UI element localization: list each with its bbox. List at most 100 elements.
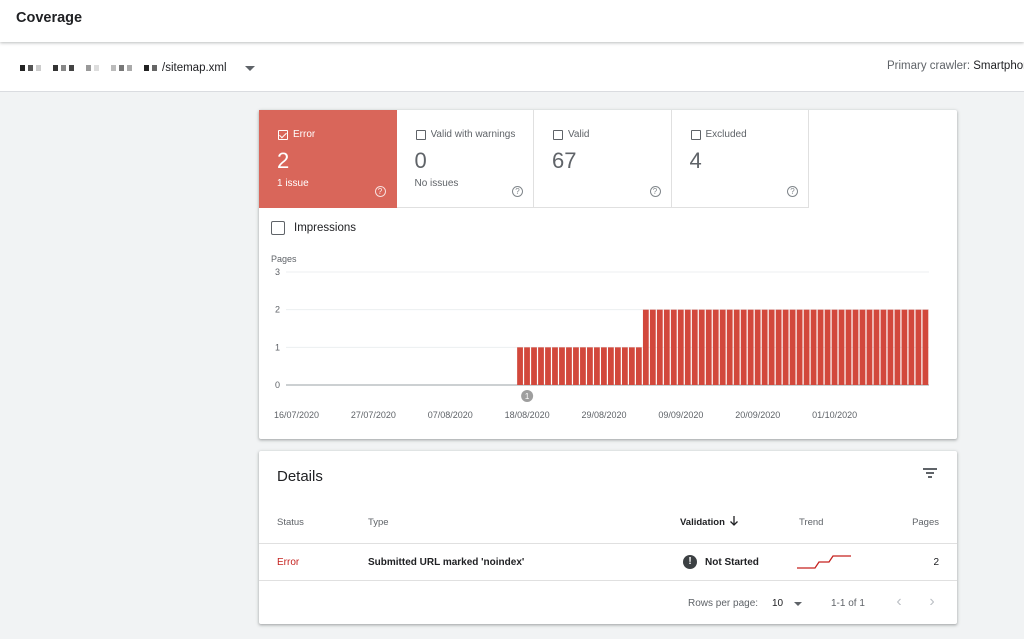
row-pages: 2 (933, 557, 939, 568)
tile-excluded[interactable]: Excluded 4 ? (671, 110, 809, 208)
chart-bar (566, 347, 572, 385)
x-tick-label: 09/09/2020 (658, 410, 703, 420)
previous-page-button[interactable]: ‹ (896, 593, 902, 610)
chart-bar (887, 309, 894, 385)
chart-bar (705, 309, 712, 385)
chart-bar (761, 309, 768, 385)
chart-bar (915, 309, 922, 385)
details-title: Details (277, 468, 323, 485)
chart-bar (594, 347, 600, 385)
excluded-checkbox[interactable] (690, 129, 701, 140)
chart-bar (663, 309, 670, 385)
help-icon[interactable]: ? (649, 186, 661, 197)
chart-bar (901, 309, 908, 385)
help-icon[interactable]: ? (512, 186, 523, 197)
sort-descending-icon[interactable] (729, 515, 739, 527)
tile-error[interactable]: Error 2 1 issue ? (259, 110, 397, 208)
x-tick-label: 07/08/2020 (428, 410, 473, 420)
coverage-overview-card: Error 2 1 issue ? Valid with warnings 0 … (259, 110, 957, 439)
error-checkbox[interactable] (278, 129, 288, 140)
chart-bar (845, 309, 852, 385)
chart-bar (831, 309, 838, 385)
filter-icon[interactable] (923, 467, 937, 479)
chart-bar (733, 309, 740, 385)
chart-bar (614, 347, 621, 385)
tile-valid[interactable]: Valid 67 ? (534, 110, 672, 208)
chart-bar (922, 309, 929, 385)
impressions-toggle[interactable]: Impressions (271, 221, 356, 235)
chart-bar (642, 309, 649, 385)
tile-label: Error (293, 129, 316, 140)
column-header-trend[interactable]: Trend (799, 517, 824, 528)
chart-bar (545, 347, 551, 385)
column-header-status[interactable]: Status (277, 517, 304, 528)
tile-label: Valid with warnings (430, 129, 516, 140)
crawler-value: Smartphone (973, 60, 1024, 72)
chart-bar (768, 309, 775, 385)
y-tick-label: 1 (275, 342, 280, 352)
next-page-button[interactable]: › (929, 593, 935, 610)
chart-bar (684, 309, 691, 385)
coverage-chart: Pages 0 1 2 3 16/07/2020 27/07/2020 07/08/2020 1… (271, 254, 929, 420)
chart-bar (782, 309, 789, 385)
tile-value: 2 (277, 148, 290, 173)
sitemap-selector[interactable]: /sitemap.xml (20, 60, 255, 76)
alert-icon: ! (683, 555, 697, 569)
column-header-type[interactable]: Type (368, 517, 389, 528)
table-row[interactable]: Error Submitted URL marked 'noindex' ! N… (259, 543, 957, 581)
chart-bar (810, 309, 817, 385)
crawler-label: Primary crawler: (887, 60, 971, 72)
y-tick-label: 3 (275, 267, 280, 277)
status-tiles: Error 2 1 issue ? Valid with warnings 0 … (259, 110, 809, 208)
sitemap-path: /sitemap.xml (162, 62, 227, 74)
chart-bar (559, 347, 565, 385)
column-header-validation[interactable]: Validation (680, 517, 725, 528)
tile-value: 67 (552, 148, 577, 173)
y-tick-label: 2 (275, 305, 280, 315)
chart-bar (873, 309, 880, 385)
dropdown-arrow-icon[interactable] (244, 65, 255, 71)
chart-bar (859, 309, 866, 385)
annotation-label: 1 (525, 392, 530, 401)
x-tick-label: 18/08/2020 (505, 410, 550, 420)
chart-bar (740, 309, 747, 385)
tile-valid-with-warnings[interactable]: Valid with warnings 0 No issues ? (396, 110, 534, 208)
chart-bar (517, 347, 523, 385)
rows-per-page-label: Rows per page: (688, 598, 759, 609)
chart-bar (670, 309, 677, 385)
chart-bar (712, 309, 719, 385)
tile-value: 0 (414, 148, 427, 173)
warnings-checkbox[interactable] (415, 129, 426, 140)
chart-bar (580, 347, 586, 385)
chart-bar (608, 347, 614, 385)
chart-bar (908, 309, 915, 385)
chevron-down-icon (794, 602, 802, 606)
valid-checkbox[interactable] (553, 129, 563, 140)
chart-bar (838, 309, 845, 385)
chart-bar (775, 309, 782, 385)
impressions-checkbox[interactable] (271, 221, 285, 235)
chart-bar (719, 309, 726, 385)
chart-bar (656, 309, 663, 385)
tile-subtext: 1 issue (277, 178, 309, 189)
chart-bar (866, 309, 873, 385)
chart-bar (587, 347, 593, 385)
app-bar: Coverage (0, 0, 1024, 42)
chart-bar (621, 347, 628, 385)
details-card: Details Status Type Validation Trend Pag… (259, 451, 957, 624)
x-tick-label: 20/09/2020 (735, 410, 780, 420)
primary-crawler: Primary crawler: Smartphone (887, 60, 1024, 72)
row-status: Error (277, 557, 300, 568)
pagination-range: 1-1 of 1 (831, 598, 865, 609)
rows-per-page-select[interactable]: 10 (772, 594, 806, 612)
help-icon[interactable]: ? (374, 186, 386, 197)
x-tick-label: 01/10/2020 (812, 410, 857, 420)
trend-sparkline (797, 555, 851, 569)
tile-subtext: No issues (414, 178, 459, 189)
column-header-pages[interactable]: Pages (912, 517, 939, 528)
chart-bar (635, 347, 642, 385)
x-tick-label: 27/07/2020 (351, 410, 396, 420)
chart-bar (796, 309, 803, 385)
help-icon[interactable]: ? (787, 186, 798, 197)
chart-bar (726, 309, 733, 385)
